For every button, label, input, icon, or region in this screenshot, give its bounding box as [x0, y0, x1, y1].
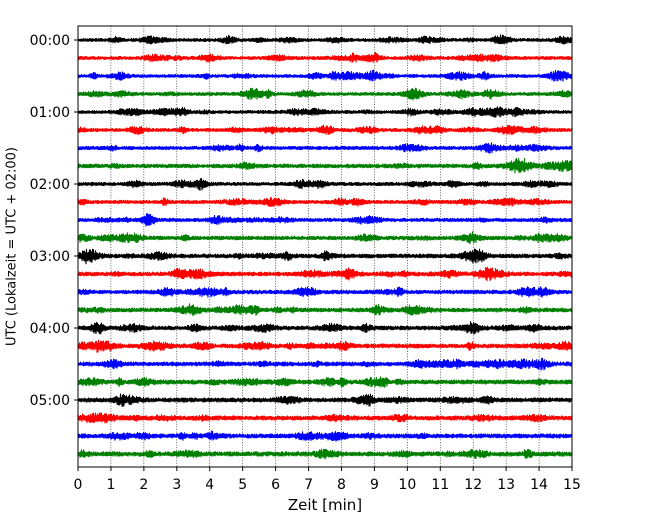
x-tick-label: 14 [530, 477, 548, 493]
trace-0015 [77, 51, 573, 63]
y-tick-label: 02:00 [30, 177, 70, 193]
x-tick-label: 6 [271, 477, 280, 493]
trace-0500 [77, 393, 573, 408]
x-tick-label: 4 [205, 477, 214, 493]
trace-0530 [77, 430, 573, 442]
x-tick-label: 1 [106, 477, 115, 493]
trace-0145 [77, 157, 573, 174]
x-axis-label: Zeit [min] [288, 496, 362, 514]
x-tick-label: 0 [74, 477, 83, 493]
grid-lines [110, 26, 540, 467]
trace-0100 [77, 106, 573, 118]
y-axis-label: UTC (Lokalzeit = UTC + 02:00) [5, 147, 20, 346]
x-tick-label: 7 [304, 477, 313, 493]
trace-0200 [77, 178, 573, 191]
trace-0115 [77, 124, 573, 136]
y-tick-label: 05:00 [30, 393, 70, 409]
x-tick-label: 3 [172, 477, 181, 493]
trace-0515 [77, 412, 573, 424]
x-tick-label: 10 [398, 477, 416, 493]
trace-0030 [77, 69, 573, 82]
trace-0415 [77, 339, 573, 353]
trace-0345 [77, 303, 573, 317]
x-tick-label: 8 [337, 477, 346, 493]
y-axis-ticks: 00:00 01:00 02:00 03:00 04:00 05:00 [30, 33, 78, 409]
x-tick-label: 13 [497, 477, 515, 493]
x-tick-label: 5 [238, 477, 247, 493]
x-tick-label: 12 [464, 477, 482, 493]
trace-0315 [77, 266, 573, 282]
trace-0000 [77, 34, 573, 45]
trace-0300 [77, 248, 573, 265]
x-axis-ticks: 0 1 2 3 4 5 6 7 8 9 10 11 12 13 14 15 [74, 467, 581, 493]
trace-0330 [77, 286, 573, 298]
trace-0545 [77, 448, 573, 460]
y-tick-label: 00:00 [30, 33, 70, 49]
trace-0400 [77, 321, 573, 335]
trace-0430 [77, 357, 573, 371]
plot-frame [77, 25, 573, 468]
trace-series [77, 34, 573, 460]
trace-0045 [77, 87, 573, 101]
trace-0245 [77, 231, 573, 245]
trace-0215 [77, 197, 573, 208]
trace-0130 [77, 142, 573, 154]
y-tick-label: 04:00 [30, 321, 70, 337]
x-tick-label: 15 [563, 477, 581, 493]
y-tick-label: 01:00 [30, 105, 70, 121]
x-tick-label: 2 [139, 477, 148, 493]
trace-0230 [77, 213, 573, 227]
x-tick-label: 9 [370, 477, 379, 493]
trace-0445 [77, 376, 573, 388]
x-tick-label: 11 [431, 477, 449, 493]
y-tick-label: 03:00 [30, 249, 70, 265]
